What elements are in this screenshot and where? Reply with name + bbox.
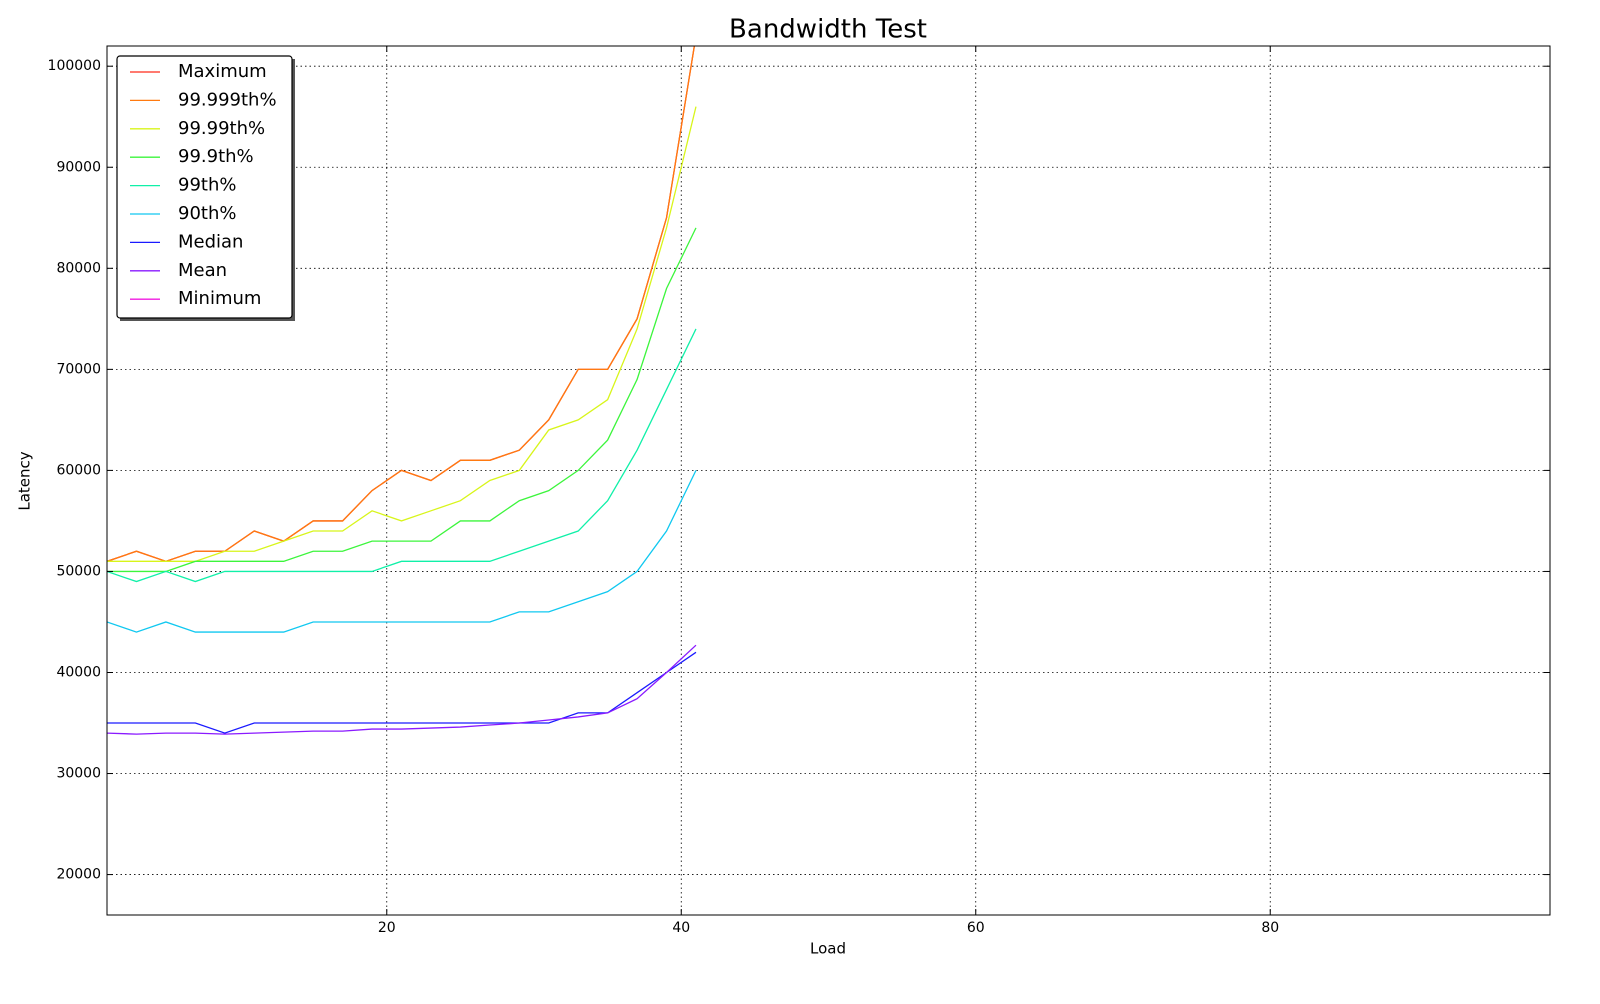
legend: Maximum 99.999th% 99.99th% 99.9th% 99th% 90th… bbox=[116, 55, 295, 321]
x-tick-label: 20 bbox=[378, 920, 396, 936]
y-tick-label: 20000 bbox=[56, 867, 101, 883]
x-axis-label: Load bbox=[810, 940, 846, 958]
series-line bbox=[107, 106, 697, 562]
y-tick-label: 80000 bbox=[56, 260, 101, 276]
y-tick-label: 70000 bbox=[56, 361, 101, 377]
y-tick-label: 100000 bbox=[48, 58, 101, 74]
legend-box bbox=[116, 55, 293, 319]
legend-label: 90th% bbox=[178, 203, 236, 224]
x-tick-label: 40 bbox=[672, 920, 690, 936]
series-line bbox=[107, 470, 697, 633]
axes: 20000 30000 40000 50000 60000 70000 80000 90000… bbox=[48, 46, 1550, 936]
series-line bbox=[107, 328, 697, 583]
plot-frame bbox=[106, 45, 1551, 916]
grid bbox=[107, 46, 1550, 915]
legend-label: 99.999th% bbox=[178, 89, 277, 110]
series-line bbox=[107, 644, 697, 735]
series-line bbox=[107, 46, 696, 563]
x-tick-label: 80 bbox=[1261, 920, 1279, 936]
legend-label: 99.99th% bbox=[178, 118, 265, 139]
x-tick-label: 60 bbox=[967, 920, 985, 936]
y-tick-label: 40000 bbox=[56, 664, 101, 680]
series-line bbox=[107, 227, 697, 573]
y-tick-label: 90000 bbox=[56, 159, 101, 175]
legend-label: 99th% bbox=[178, 175, 236, 196]
series-line bbox=[107, 651, 697, 734]
y-tick-label: 50000 bbox=[56, 563, 101, 579]
y-tick-label: 60000 bbox=[56, 462, 101, 478]
chart-title: Bandwidth Test bbox=[729, 15, 927, 45]
legend-label: Median bbox=[178, 231, 243, 252]
y-axis-label: Latency bbox=[16, 451, 34, 510]
legend-label: Mean bbox=[178, 260, 227, 281]
legend-label: 99.9th% bbox=[178, 146, 254, 167]
legend-label: Maximum bbox=[178, 61, 267, 82]
lines bbox=[107, 46, 697, 735]
y-tick-label: 30000 bbox=[56, 766, 101, 782]
legend-label: Minimum bbox=[178, 288, 261, 309]
